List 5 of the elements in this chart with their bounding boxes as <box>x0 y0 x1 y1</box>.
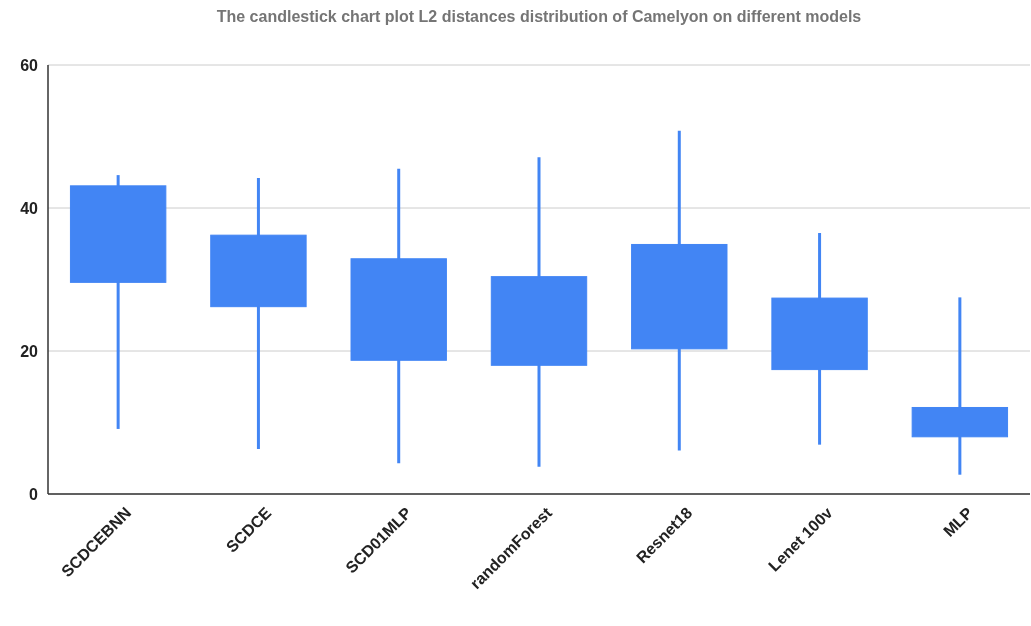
y-tick-label: 0 <box>29 485 39 503</box>
y-tick-label: 60 <box>20 56 39 74</box>
y-tick-label: 20 <box>20 342 39 360</box>
chart-title: The candlestick chart plot L2 distances distribution of Camelyon on different models <box>216 8 862 25</box>
y-tick-label: 40 <box>20 199 39 217</box>
